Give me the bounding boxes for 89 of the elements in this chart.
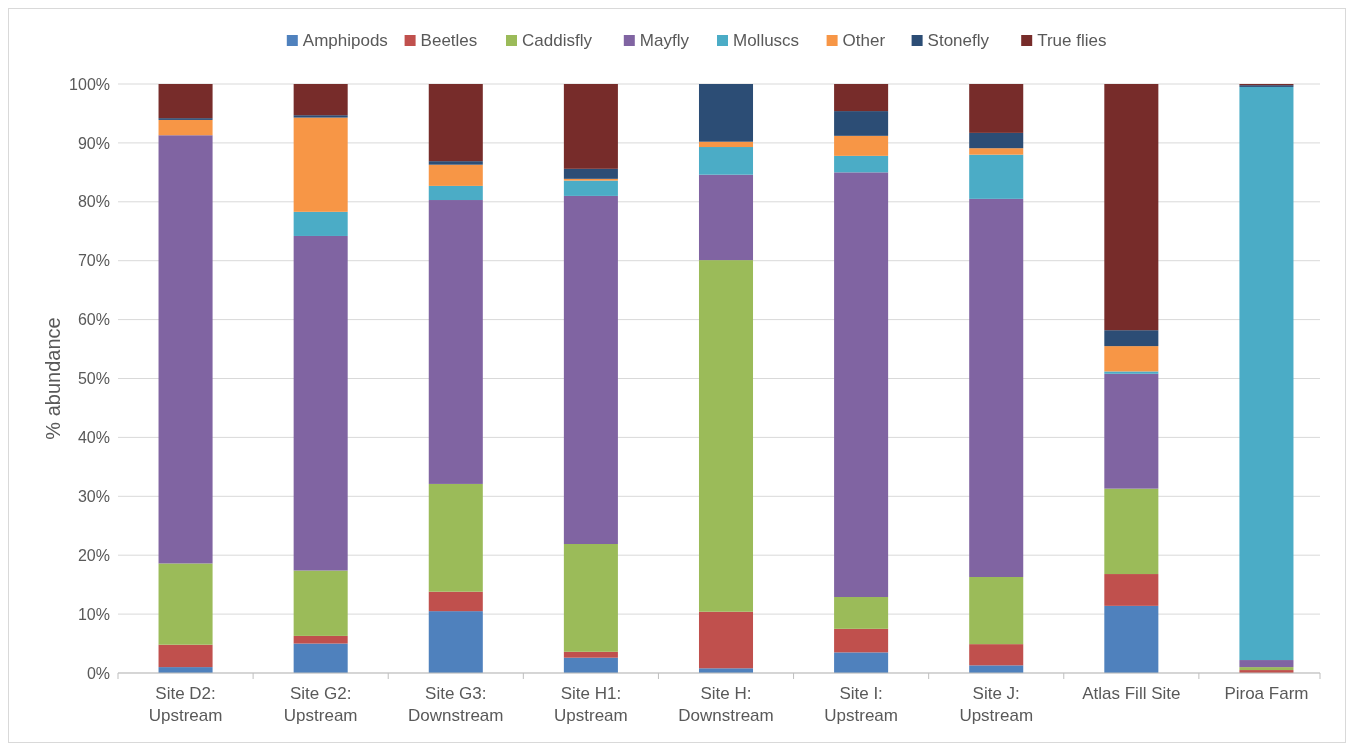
bar	[969, 84, 1024, 133]
bar	[428, 200, 483, 484]
x-tick-label: Site H1: Upstream	[554, 684, 628, 725]
y-tick-label: 40%	[77, 429, 110, 446]
x-tick-label: Site I: Upstream	[824, 684, 898, 725]
bar	[698, 147, 754, 175]
bar	[428, 611, 483, 673]
legend-label: Molluscs	[733, 31, 800, 50]
bar	[563, 180, 618, 196]
bar	[1239, 660, 1294, 668]
bar	[834, 628, 889, 653]
bar	[293, 117, 348, 212]
bar	[969, 644, 1024, 666]
y-tick-label: 30%	[77, 487, 110, 505]
bar	[834, 172, 889, 598]
bar	[1104, 346, 1159, 372]
bar	[1104, 371, 1159, 374]
bar	[293, 115, 348, 118]
bar	[428, 161, 483, 165]
bar	[969, 198, 1024, 577]
x-tick-label: Site J: Upstream	[959, 684, 1034, 725]
y-tick-label: 100%	[69, 75, 110, 93]
legend-label: Stonefly	[927, 31, 990, 50]
bar	[969, 154, 1024, 199]
y-tick-label: 80%	[77, 193, 110, 211]
bar	[293, 235, 348, 571]
bar	[834, 84, 889, 112]
bar	[563, 195, 618, 545]
x-tick-label: Site D2: Upstream	[148, 684, 223, 725]
bar	[428, 591, 483, 612]
y-tick-label: 10%	[77, 605, 110, 623]
bar	[293, 643, 348, 673]
bar	[158, 563, 213, 645]
bar	[293, 635, 348, 644]
bar	[158, 135, 213, 564]
y-tick-label: 0%	[86, 664, 110, 682]
x-tick-label: Atlas Fill Site	[1082, 684, 1181, 703]
y-axis-title: % abundance	[42, 317, 64, 440]
bar	[1239, 86, 1294, 661]
bar	[158, 84, 213, 119]
bar	[293, 211, 348, 236]
bar	[1104, 84, 1159, 331]
bar	[563, 651, 618, 658]
y-tick-label: 20%	[77, 546, 110, 564]
bar	[1104, 574, 1159, 606]
bar	[969, 148, 1024, 155]
bar	[158, 644, 213, 668]
bar	[1104, 488, 1159, 575]
bar	[834, 135, 889, 156]
bar	[834, 597, 889, 629]
legend-label: True flies	[1037, 31, 1107, 50]
x-tick-label: Site G2: Upstream	[283, 684, 358, 725]
bar	[563, 84, 618, 169]
bar	[563, 168, 618, 179]
legend-label: Mayfly	[639, 31, 690, 50]
bar	[428, 185, 483, 201]
bar	[428, 483, 483, 592]
x-tick-label: Piroa Farm	[1224, 684, 1309, 703]
bar	[698, 611, 754, 669]
legend-label: Caddisfly	[522, 31, 593, 50]
bar	[969, 665, 1024, 673]
x-tick-label: Site H: Downstream	[678, 684, 774, 725]
bar	[563, 544, 618, 652]
bar	[293, 570, 348, 636]
bar	[969, 576, 1024, 645]
legend-label: Amphipods	[302, 31, 388, 50]
bar	[834, 111, 889, 136]
bar	[1104, 605, 1159, 673]
bar	[158, 119, 213, 136]
bar	[563, 657, 618, 673]
bar	[293, 84, 348, 116]
y-tick-label: 60%	[77, 311, 110, 329]
bar	[698, 84, 754, 142]
bar	[428, 84, 483, 162]
bar	[1104, 330, 1159, 347]
bar	[698, 174, 754, 261]
y-tick-label: 50%	[77, 370, 110, 388]
bar	[969, 132, 1024, 149]
bar	[834, 652, 889, 673]
y-tick-label: 90%	[77, 134, 110, 152]
bar	[698, 141, 754, 148]
bar	[428, 164, 483, 186]
legend-label: Beetles	[420, 31, 478, 50]
y-tick-label: 70%	[77, 252, 110, 270]
bar	[698, 260, 754, 612]
bar	[834, 155, 889, 173]
bar	[1104, 373, 1159, 489]
x-tick-label: Site G3: Downstream	[408, 684, 504, 725]
legend-label: Other	[842, 31, 886, 50]
